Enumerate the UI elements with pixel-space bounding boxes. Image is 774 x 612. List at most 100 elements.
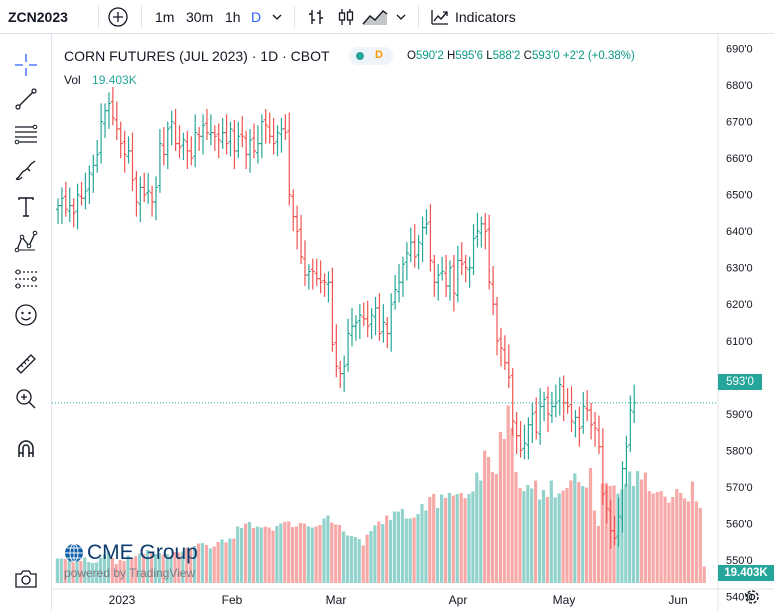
volume-bar [479, 480, 483, 583]
interval-dropdown[interactable] [270, 0, 284, 34]
ohlc-bar [424, 209, 429, 235]
ohlc-bar [596, 415, 601, 454]
close-value: 593'0 [531, 50, 560, 62]
volume-bar [377, 521, 381, 583]
ohlc-bar [569, 386, 574, 433]
volume-bar [428, 497, 432, 583]
interval-30m[interactable]: 30m [186, 8, 214, 25]
ohlc-bar [561, 375, 566, 422]
volume-bar [514, 472, 518, 583]
volume-bar [130, 558, 134, 583]
volume-bar [475, 472, 479, 583]
ohlc-bar [232, 119, 237, 170]
candles-style-button[interactable] [336, 0, 356, 34]
icon-tool[interactable] [10, 299, 42, 331]
ohlc-bar [546, 386, 550, 433]
ohlc-bar [330, 267, 335, 352]
ohlc-bar [369, 307, 374, 339]
chart-settings-button[interactable] [742, 587, 762, 607]
plus-circle-icon [108, 6, 128, 27]
ohlc-bar [248, 128, 253, 173]
ohlc-bar [361, 302, 366, 327]
zoom-tool[interactable] [10, 383, 42, 415]
ohlc-bar [397, 264, 402, 303]
price-chart[interactable]: 690'0 680'0 670'0 660'0 650'0 640'0 630'0 620'0… [52, 34, 774, 611]
ohlc-bar [193, 114, 198, 168]
ohlc-bar [244, 130, 249, 170]
ohlc-bar [585, 390, 590, 422]
y-tick-label: 550'0 [726, 555, 753, 567]
volume-bar [134, 556, 138, 583]
brush-tool[interactable] [10, 155, 42, 187]
chevron-down-icon [396, 14, 406, 20]
ohlc-bars-icon [309, 9, 323, 24]
volume-bar [87, 562, 91, 583]
volume-bar [498, 432, 502, 583]
symbol-search[interactable]: ZCN2023 [8, 8, 68, 25]
ohlc-bar [502, 335, 507, 370]
volume-bar [283, 522, 287, 583]
ohlc-bar [224, 114, 229, 155]
ohlc-bar [216, 123, 221, 159]
magnet-tool[interactable] [10, 433, 42, 465]
vol-value: 19.403K [92, 73, 137, 87]
volume-bar [330, 522, 334, 583]
ohlc-bar [589, 402, 594, 440]
volume-bar [146, 550, 150, 583]
interval-d[interactable]: D [251, 8, 262, 25]
fib-tool[interactable] [10, 118, 42, 150]
chart-type-dropdown[interactable] [394, 0, 408, 34]
volume-bar [122, 561, 126, 583]
ohlc-bar [616, 497, 621, 548]
volume-bar [157, 553, 161, 583]
volume-bar [608, 486, 612, 583]
volume-bar [604, 483, 608, 583]
ohlc-bar [404, 242, 409, 281]
ohlc-bar [259, 114, 264, 159]
ohlc-bar [389, 293, 394, 352]
area-style-button[interactable] [362, 0, 388, 34]
ohlc-bar [495, 296, 500, 356]
ohlc-bar [612, 516, 617, 546]
ohlc-bar [228, 121, 233, 157]
trend-line-icon [15, 88, 37, 110]
chart-area[interactable]: 690'0 680'0 670'0 660'0 650'0 640'0 630'0 620'0… [52, 34, 774, 611]
trend-line-tool[interactable] [10, 83, 42, 115]
volume-bar [694, 501, 698, 583]
last-price-tag: 593'0 [718, 374, 762, 390]
volume-bar [381, 524, 385, 583]
crosshair-tool[interactable] [10, 49, 42, 81]
volume-bar [287, 521, 291, 583]
volume-bar [208, 548, 212, 583]
ohlc-bar [157, 128, 162, 193]
ohlc-bar [122, 130, 127, 173]
indicators-button[interactable]: Indicators [430, 0, 516, 34]
volume-bar [455, 494, 459, 583]
measure-tool[interactable] [10, 348, 42, 380]
ohlc-bar [444, 254, 449, 297]
volume-bar [459, 493, 463, 583]
ohlc-bar [557, 377, 562, 416]
ohlc-bar [365, 300, 370, 338]
prediction-tool[interactable] [10, 263, 42, 295]
ohlc-bar [518, 421, 523, 458]
ohlc-bar [334, 324, 339, 378]
interval-1h[interactable]: 1h [225, 8, 241, 25]
volume-bar [518, 488, 522, 583]
bars-style-button[interactable] [306, 0, 326, 34]
interval-1m[interactable]: 1m [155, 8, 175, 25]
high-value: 595'6 [455, 50, 484, 62]
volume-bar [557, 493, 561, 583]
delay-badge: D [375, 49, 383, 61]
volume-bar [373, 525, 377, 583]
candlestick-icon [338, 8, 354, 25]
ohlc-bar [506, 344, 511, 389]
ohlc-bar [491, 265, 496, 316]
text-tool[interactable] [10, 191, 42, 223]
volume-bar [400, 509, 404, 583]
compare-button[interactable] [107, 0, 129, 34]
volume-bar [251, 528, 255, 583]
ohlc-bar [565, 388, 570, 414]
snapshot-button[interactable] [10, 563, 42, 595]
pattern-tool[interactable] [10, 226, 42, 258]
